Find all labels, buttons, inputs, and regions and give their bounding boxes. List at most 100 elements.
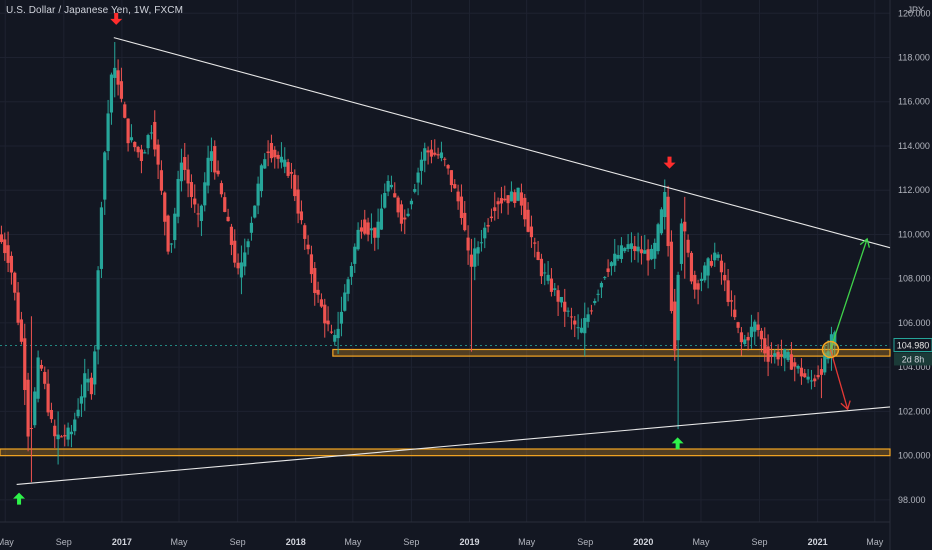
time-tick-label: May bbox=[0, 537, 14, 547]
candle-body bbox=[739, 332, 744, 343]
arrow-down-icon bbox=[110, 12, 123, 25]
candle-body bbox=[19, 319, 24, 342]
candle-body bbox=[206, 157, 210, 186]
candle-body bbox=[509, 191, 514, 202]
candle-body bbox=[333, 334, 337, 342]
candle-body bbox=[263, 159, 267, 169]
candle-body bbox=[269, 142, 274, 159]
candle-body bbox=[596, 293, 600, 295]
candle-body bbox=[149, 132, 154, 134]
candle-body bbox=[253, 205, 257, 218]
candle-body bbox=[126, 118, 130, 144]
candle-body bbox=[559, 296, 564, 303]
price-tick-label: 100.000 bbox=[898, 451, 931, 461]
candle-body bbox=[49, 410, 54, 420]
price-tick-label: 98.000 bbox=[898, 495, 926, 505]
candle-body bbox=[76, 409, 80, 417]
candle-body bbox=[536, 251, 540, 261]
time-tick-label: 2019 bbox=[460, 537, 480, 547]
candle-body bbox=[463, 212, 467, 231]
time-tick-label: 2018 bbox=[286, 537, 306, 547]
price-axis[interactable]: 98.000 100.000 102.000 104.000 106.000 108.00… bbox=[898, 8, 931, 505]
candle-body bbox=[0, 234, 4, 243]
candle-body bbox=[319, 299, 324, 307]
candle-body bbox=[443, 158, 447, 160]
candle-body bbox=[393, 193, 397, 198]
candle-body bbox=[529, 226, 534, 238]
candle-body bbox=[79, 396, 84, 404]
candle-body bbox=[336, 328, 340, 339]
candle-body bbox=[113, 67, 117, 78]
candle-body bbox=[633, 246, 637, 252]
candle-body bbox=[769, 354, 774, 357]
time-tick-label: 2020 bbox=[633, 537, 653, 547]
candle-body bbox=[436, 154, 440, 156]
candle-body bbox=[766, 346, 770, 362]
candle-body bbox=[183, 157, 187, 170]
candle-body bbox=[573, 320, 577, 325]
candle-body bbox=[779, 354, 784, 356]
marker-circle bbox=[821, 340, 840, 359]
candle-body bbox=[563, 301, 567, 312]
candle-body bbox=[446, 165, 450, 169]
candle-body bbox=[833, 332, 837, 346]
candle-body bbox=[396, 197, 400, 213]
price-tick-label: 114.000 bbox=[898, 141, 930, 151]
candle-body bbox=[103, 152, 107, 200]
candle-body bbox=[403, 217, 407, 220]
time-tick-label: Sep bbox=[230, 537, 246, 547]
candle-body bbox=[353, 246, 357, 264]
candle-body bbox=[309, 254, 314, 275]
candle-body bbox=[526, 209, 530, 232]
candle-body bbox=[13, 272, 17, 293]
candle-body bbox=[826, 351, 830, 360]
candle-body bbox=[466, 237, 470, 251]
time-tick-label: May bbox=[518, 537, 536, 547]
candle-body bbox=[406, 213, 410, 216]
candle-body bbox=[673, 301, 677, 351]
candle-body bbox=[796, 366, 800, 369]
candle-body bbox=[656, 224, 660, 252]
candle-body bbox=[636, 246, 640, 252]
candle-body bbox=[143, 152, 147, 154]
candle-body bbox=[219, 183, 224, 195]
scenario-down-line bbox=[829, 349, 849, 410]
candle-body bbox=[569, 316, 574, 318]
candle-body bbox=[193, 198, 197, 205]
candle-body bbox=[696, 283, 700, 290]
candle-body bbox=[743, 339, 747, 345]
candle-body bbox=[723, 274, 727, 281]
candle-body bbox=[453, 184, 457, 189]
candle-body bbox=[679, 223, 684, 264]
candle-body bbox=[329, 331, 334, 333]
candle-body bbox=[689, 252, 694, 282]
candle-body bbox=[283, 159, 287, 167]
time-axis[interactable]: May Sep 2017 May Sep 2018 May Sep 2019 May Sep 2020… bbox=[0, 537, 884, 547]
candle-body bbox=[456, 191, 460, 202]
candle-body bbox=[316, 289, 320, 295]
candle-body bbox=[33, 391, 37, 426]
candle-body bbox=[823, 352, 827, 373]
candle-body bbox=[239, 262, 244, 278]
candle-body bbox=[799, 367, 804, 377]
candle-body bbox=[749, 326, 754, 338]
price-tick-label: 118.000 bbox=[898, 53, 930, 63]
candle-body bbox=[369, 228, 374, 231]
time-tick-label: Sep bbox=[56, 537, 72, 547]
candle-body bbox=[119, 81, 124, 99]
candle-body bbox=[349, 266, 354, 277]
candle-body bbox=[136, 146, 140, 153]
candle-body bbox=[623, 247, 627, 252]
candle-body bbox=[653, 242, 657, 259]
candle-body bbox=[159, 170, 164, 191]
candle-body bbox=[129, 137, 134, 141]
candle-body bbox=[366, 222, 370, 235]
candle-body bbox=[773, 353, 777, 357]
price-tick-label: 110.000 bbox=[898, 229, 930, 239]
candle-body bbox=[429, 149, 434, 157]
currency-label: JPY bbox=[907, 5, 924, 15]
candle-body bbox=[729, 300, 734, 302]
support-zone-support-upper bbox=[332, 348, 891, 357]
candle-body bbox=[496, 201, 500, 205]
